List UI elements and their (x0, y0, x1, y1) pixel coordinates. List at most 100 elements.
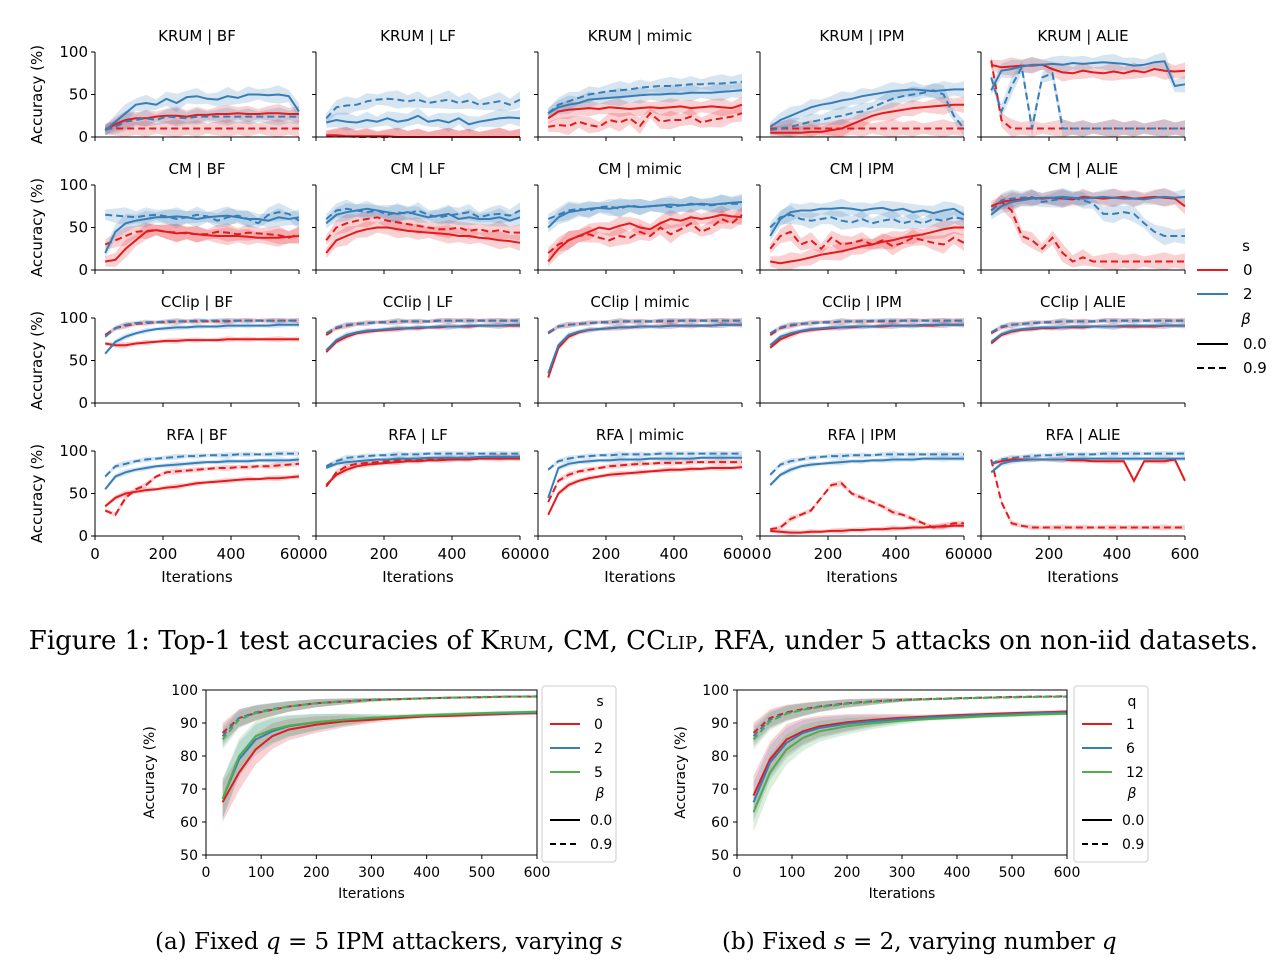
series-line-s2b0 (547, 456, 742, 499)
x-tick-label: 200 (303, 865, 330, 881)
panel-3-4: 0 200 400 600 RFA | ALIE Iterations (977, 426, 1199, 586)
x-tick-label: 100 (248, 865, 275, 881)
panel-3-3: 0 200 400 6000 RFA | IPM Iterations (756, 426, 983, 586)
panel-title: RFA | LF (388, 426, 448, 444)
legend-label: 6 (1126, 741, 1135, 757)
series-line-s2b0 (769, 457, 964, 486)
series-line-s2b9 (104, 452, 299, 478)
x-tick-label: 0 (202, 865, 211, 881)
x-tick-label: 400 (438, 545, 467, 563)
series-line-s0b9 (990, 200, 1185, 263)
series-line-s2b0 (547, 323, 742, 374)
band-1-b9 (753, 695, 1067, 743)
series-line-s0b0 (104, 475, 300, 508)
x-tick-label: 200 (834, 865, 861, 881)
x-tick-label: 500 (999, 865, 1026, 881)
legend-box (1073, 685, 1149, 863)
band-6-b9 (753, 695, 1067, 747)
band-s0b0 (105, 104, 299, 136)
x-tick-label: 600 (1054, 865, 1081, 881)
panel-0-2: KRUM | mimic (534, 27, 743, 141)
panel-title: KRUM | ALIE (1037, 27, 1128, 45)
band-s0b0 (548, 96, 742, 124)
series-line-s0b9 (548, 111, 743, 128)
band-s2b9 (105, 203, 299, 229)
band-s0b9 (105, 222, 299, 250)
band-s0b9 (991, 457, 1185, 531)
legend-title-beta: β (595, 786, 605, 802)
y-tick-label: 0 (78, 128, 88, 146)
y-tick-label: 100 (59, 309, 88, 327)
band-5-b9 (222, 695, 537, 750)
series-line-2-b9 (221, 695, 538, 737)
x-tick-label: 200 (592, 545, 621, 563)
band-s0b9 (105, 119, 299, 137)
series-line-s0b9 (325, 216, 520, 241)
band-s2b0 (326, 107, 520, 133)
series-line-s2b0 (769, 206, 965, 237)
series-line-s2b0 (104, 323, 299, 355)
x-axis-label: Iterations (382, 568, 454, 586)
legend-label-s: 2 (1243, 285, 1253, 303)
y-tick-label: 80 (180, 749, 198, 765)
x-tick-label: 400 (413, 865, 440, 881)
series-line-s2b9 (325, 97, 521, 119)
panel-title: RFA | IPM (828, 426, 897, 444)
legend-label-beta: 0.9 (590, 837, 612, 853)
series-line-s0b9 (547, 461, 742, 503)
x-axis-label: Iterations (1047, 568, 1119, 586)
x-tick-label: 400 (217, 545, 246, 563)
subfigure-b-caption: (b) Fixed s = 2, varying number q (722, 929, 1117, 955)
series-line-s0b9 (104, 462, 300, 517)
x-tick-label: 400 (944, 865, 971, 881)
series-line-s2b9 (105, 211, 300, 225)
x-tick-label: 6000 (945, 545, 983, 563)
legend-label: 12 (1126, 765, 1144, 781)
panel-title: KRUM | IPM (819, 27, 904, 45)
band-s2b9 (548, 451, 742, 472)
band-s2b0 (770, 81, 964, 132)
y-tick-label: 70 (711, 782, 729, 798)
band-s0b0 (105, 336, 299, 349)
panel-title: CM | mimic (598, 160, 682, 178)
panel-title: CM | IPM (830, 160, 894, 178)
y-tick-label: 50 (69, 219, 88, 237)
y-tick-label: 100 (171, 683, 198, 699)
band-s2b0 (548, 454, 742, 500)
band-s2b0 (105, 456, 299, 491)
y-tick-label: 50 (69, 485, 88, 503)
series-line-s2b9 (547, 319, 742, 334)
band-s0b9 (105, 461, 299, 518)
legend-label: 5 (594, 765, 603, 781)
band-s2b0 (105, 85, 299, 136)
series-line-s0b9 (547, 214, 743, 254)
series-line-s2b0 (990, 195, 1186, 216)
series-line-s2b0 (990, 457, 1185, 474)
figure1-grid: 0 50 100 KRUM | BF Accuracy (%) KRUM | LF KRUM… (28, 27, 1199, 586)
series-line-s2b0 (547, 89, 743, 115)
legend-title-beta: β (1127, 786, 1137, 802)
band-s0b0 (326, 127, 520, 137)
panel-title: CM | ALIE (1048, 160, 1119, 178)
legend-title-beta: β (1240, 310, 1251, 328)
x-tick-label: 200 (149, 545, 178, 563)
series-line-s2b9 (990, 452, 1185, 465)
band-s2b9 (326, 90, 520, 124)
x-tick-label: 6000 (723, 545, 761, 563)
panel-title: KRUM | BF (158, 27, 236, 45)
panel-title: CClip | ALIE (1040, 293, 1126, 311)
band-s2b9 (548, 194, 742, 225)
y-tick-label: 90 (711, 716, 729, 732)
series-line-s2b0 (325, 114, 521, 126)
y-tick-label: 0 (78, 394, 88, 412)
y-tick-label: 50 (69, 86, 88, 104)
series-line-s0b0 (104, 112, 299, 132)
panel-3-0: 0 50 100 0 200 400 6000 RFA | BF Iterations Accur… (28, 426, 318, 586)
series-line-s2b9 (547, 452, 742, 471)
x-tick-label: 6000 (280, 545, 318, 563)
series-line-0-b0 (221, 712, 538, 803)
panel-title: CClip | mimic (590, 293, 689, 311)
figure1-legend: s 0 2 β 0.0 0.9 (1197, 237, 1267, 377)
